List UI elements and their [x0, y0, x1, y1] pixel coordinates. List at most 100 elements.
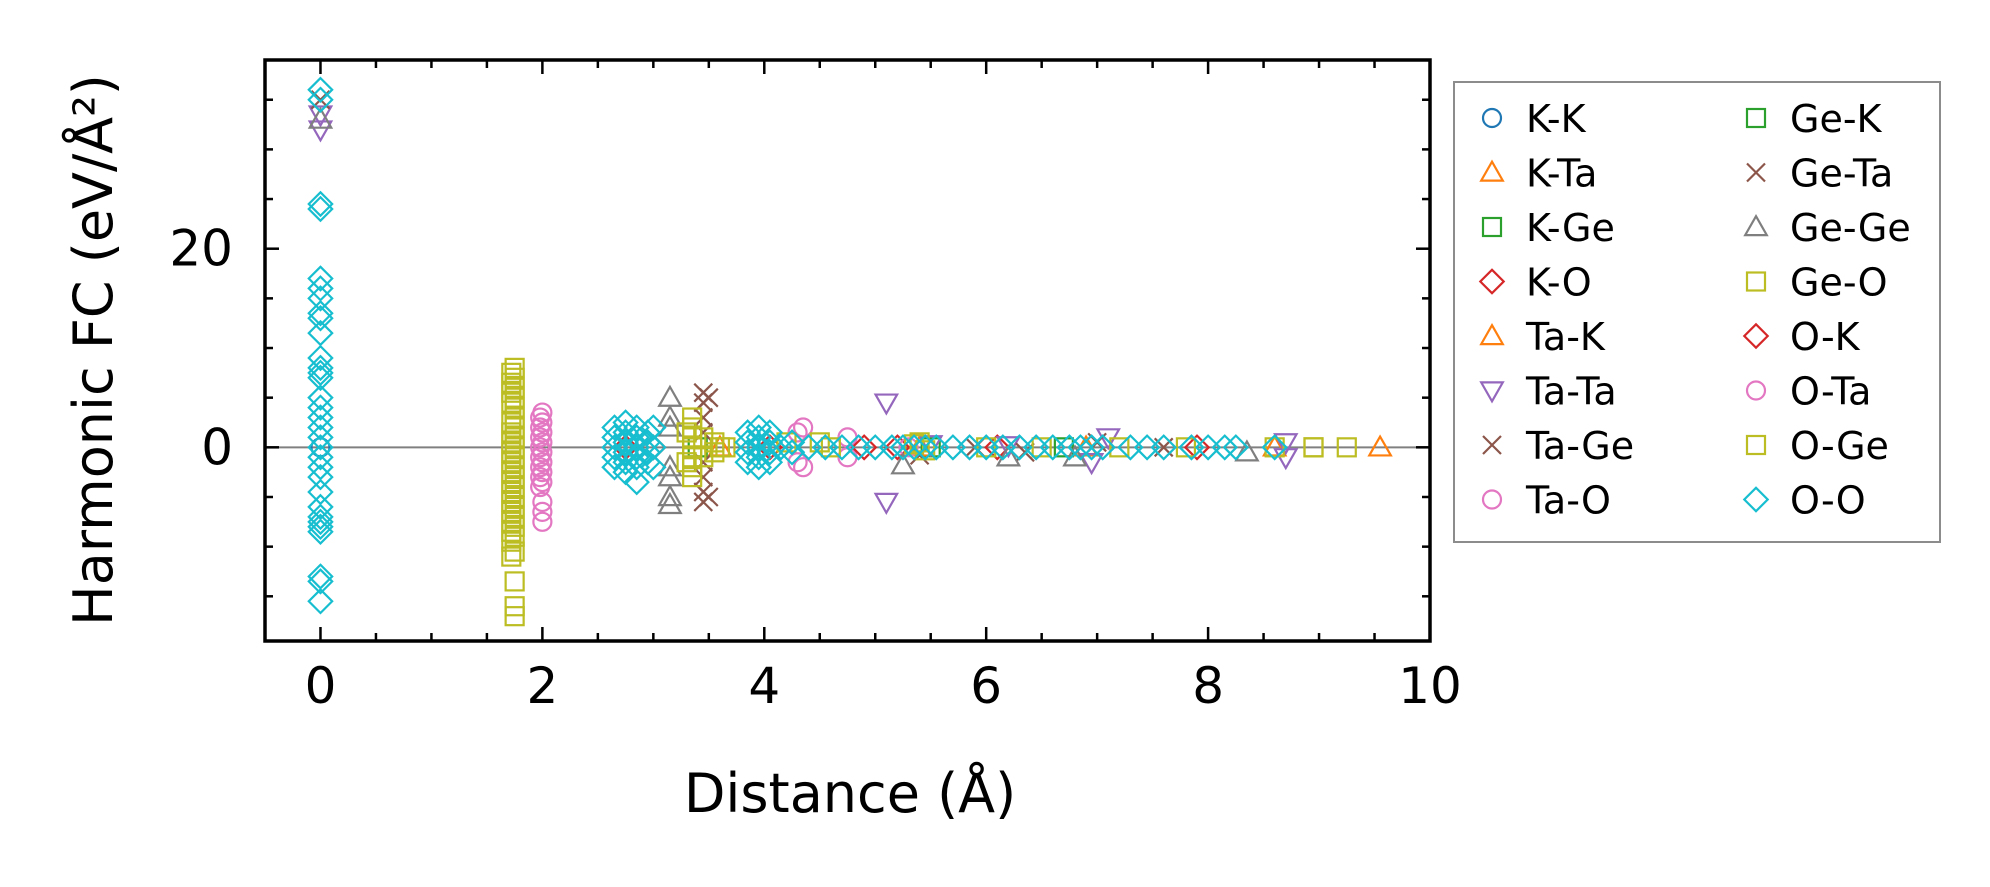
data-point — [307, 444, 334, 471]
data-point — [307, 195, 334, 223]
data-point — [307, 463, 334, 491]
legend-item: O-Ge — [1745, 424, 1889, 468]
legend-label: Ta-Ge — [1525, 424, 1634, 468]
data-point — [1367, 434, 1393, 457]
legend-marker — [1481, 107, 1503, 129]
series-ta-o — [532, 402, 919, 532]
data-point — [634, 419, 662, 446]
data-point — [1336, 437, 1357, 458]
data-point — [657, 384, 683, 407]
data-point — [307, 300, 334, 327]
data-point — [715, 437, 736, 458]
data-point — [307, 76, 334, 104]
legend-marker — [1742, 486, 1770, 513]
data-point — [699, 487, 719, 507]
data-point — [532, 501, 553, 522]
legend-item: K-K — [1481, 97, 1587, 141]
data-point — [504, 571, 525, 592]
data-point — [307, 190, 334, 218]
data-point — [889, 434, 917, 461]
data-point — [530, 476, 551, 498]
data-point — [307, 518, 334, 546]
data-point — [873, 393, 900, 416]
data-point — [530, 417, 551, 438]
legend-marker — [1745, 107, 1767, 129]
data-point — [640, 453, 667, 481]
data-point — [530, 437, 551, 458]
data-point — [657, 404, 683, 427]
data-point — [676, 452, 697, 473]
data-point — [693, 427, 714, 448]
legend-label: O-K — [1790, 315, 1861, 359]
data-point — [1303, 437, 1324, 458]
data-point — [307, 304, 334, 332]
data-point — [307, 588, 334, 615]
data-point — [1078, 453, 1105, 476]
x-tick-label: 0 — [305, 657, 337, 715]
legend-label: Ta-O — [1525, 479, 1611, 523]
x-tick-label: 6 — [970, 657, 1002, 715]
legend-item: O-O — [1742, 479, 1866, 523]
legend-item: K-O — [1478, 261, 1592, 305]
series-ge-o — [504, 357, 1357, 627]
data-point — [501, 531, 522, 552]
plot-frame — [263, 58, 1432, 643]
data-point — [657, 491, 683, 515]
data-point — [1234, 439, 1260, 462]
legend-marker — [1482, 435, 1502, 455]
legend-item: Ta-K — [1479, 315, 1606, 359]
legend-marker — [1745, 380, 1767, 401]
legend-label: Ta-K — [1525, 315, 1606, 359]
data-point — [676, 422, 697, 443]
data-point — [307, 364, 334, 392]
data-point — [307, 508, 334, 536]
data-point — [756, 419, 784, 446]
legend-item: K-Ge — [1481, 206, 1615, 250]
legend-marker — [1742, 322, 1770, 350]
legend-item: O-K — [1742, 315, 1861, 359]
legend-label: K-O — [1526, 261, 1592, 305]
y-tick-label: 20 — [169, 220, 233, 278]
data-point — [850, 434, 878, 461]
legend-item: Ta-Ta — [1479, 370, 1617, 414]
data-point — [1089, 434, 1116, 461]
data-point — [1056, 434, 1083, 461]
data-point — [682, 467, 703, 488]
legend-label: O-O — [1790, 479, 1866, 523]
data-point — [1261, 434, 1288, 461]
legend-item: Ge-K — [1745, 97, 1883, 141]
legend-marker — [1745, 271, 1767, 292]
data-point — [307, 414, 334, 441]
data-point — [307, 86, 334, 113]
legend-marker — [1481, 216, 1503, 238]
legend-box — [1453, 81, 1941, 543]
data-point — [778, 439, 806, 466]
data-point — [873, 492, 900, 515]
legend-item: Ta-O — [1481, 479, 1611, 523]
legend-label: K-Ge — [1526, 206, 1615, 250]
data-point — [307, 394, 334, 421]
data-point — [745, 453, 772, 481]
data-point — [1273, 433, 1299, 456]
legend-label: Ge-O — [1790, 261, 1888, 305]
data-point — [1067, 434, 1094, 461]
axes: 0 2 4 6 8 10 0 20 — [169, 58, 1462, 715]
series-ge-k — [1053, 437, 1074, 458]
data-point — [704, 442, 725, 463]
legend-label: O-Ta — [1790, 370, 1871, 414]
data-point — [307, 434, 334, 461]
data-point — [1078, 434, 1105, 461]
x-tick-label: 2 — [526, 657, 558, 715]
series-o-ge — [501, 362, 1324, 567]
data-point — [900, 434, 928, 461]
data-point — [530, 467, 551, 488]
y-tick-label: 0 — [201, 418, 233, 476]
legend-label: Ta-Ta — [1525, 370, 1617, 414]
data-point — [756, 448, 784, 476]
series-ge-ge — [307, 106, 1260, 515]
data-point — [307, 275, 334, 302]
data-point — [1183, 434, 1211, 461]
data-point — [657, 483, 683, 507]
data-point — [693, 467, 714, 487]
